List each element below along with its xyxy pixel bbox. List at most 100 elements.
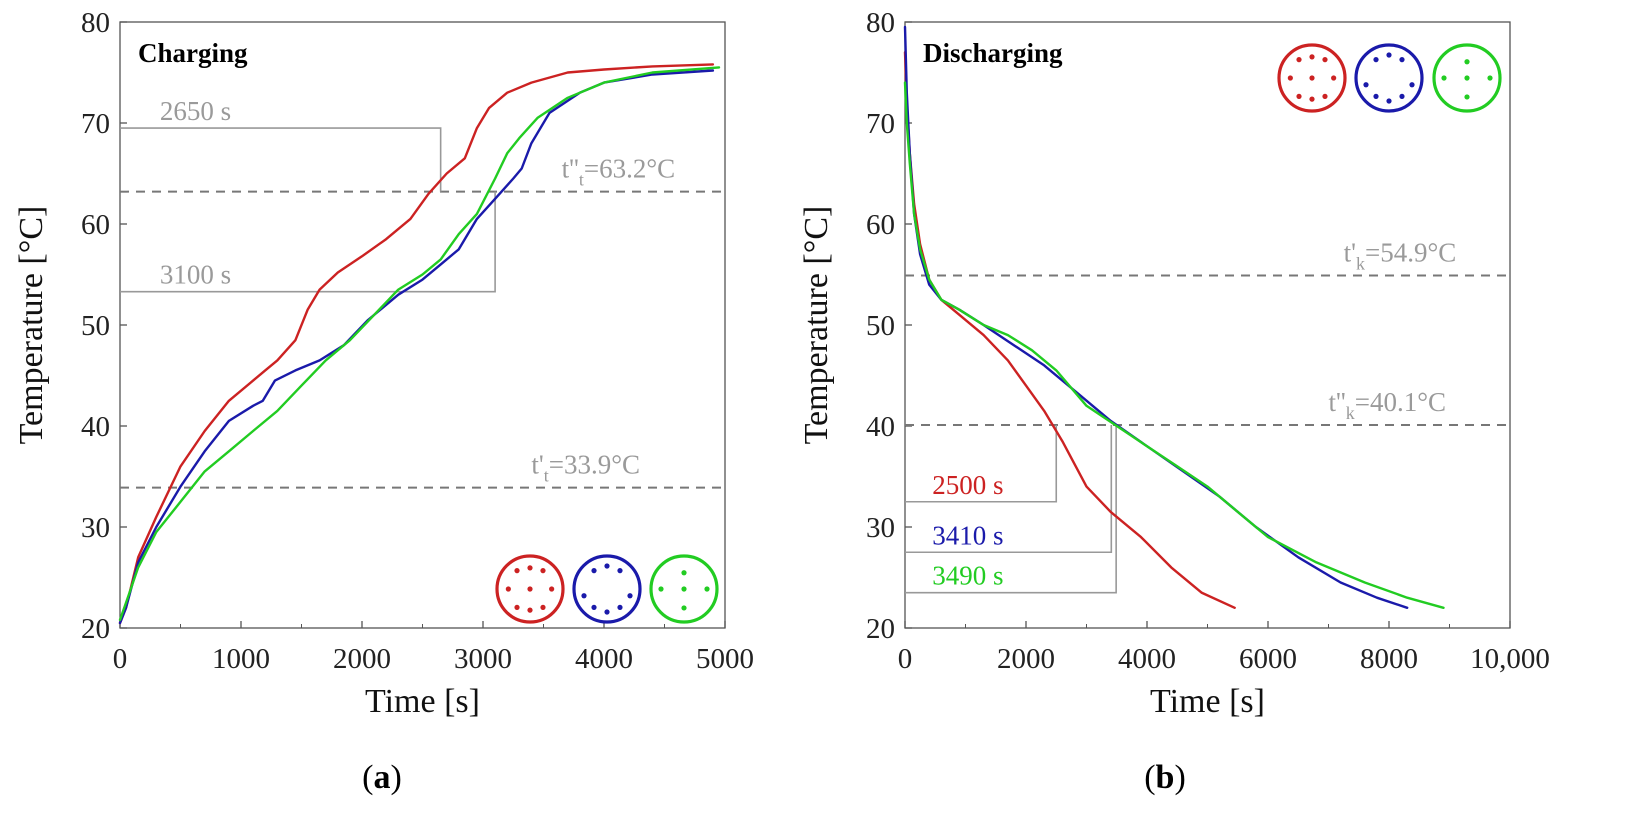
ref-label-main: t' — [531, 450, 543, 480]
time-marker-bracket — [120, 127, 442, 192]
legend-dot — [527, 586, 533, 592]
legend-symbol — [1277, 43, 1347, 113]
ref-label-sub: k — [1346, 403, 1355, 423]
legend-dot — [514, 567, 520, 574]
y-axis-title: Temperature [°C] — [798, 206, 835, 445]
y-tick-label: 20 — [81, 613, 110, 645]
x-tick-label: 5000 — [696, 643, 754, 675]
legend-dot — [527, 565, 533, 571]
y-tick-label: 60 — [81, 209, 110, 241]
ref-label-value: =33.9°C — [549, 450, 640, 480]
legend-symbol — [649, 554, 719, 624]
legend-dot — [681, 586, 687, 592]
legend-dot — [581, 593, 587, 599]
y-tick-label: 30 — [81, 512, 110, 544]
legend-dot — [658, 586, 664, 592]
legend-dot — [1287, 75, 1293, 81]
series-line — [903, 81, 1445, 609]
legend-dot — [704, 586, 710, 592]
time-marker-bracket — [905, 424, 1113, 554]
panel-caption: (a) — [362, 759, 402, 796]
time-marker-bracket — [905, 424, 1117, 594]
legend-dot — [681, 570, 687, 576]
legend-symbol — [495, 554, 565, 624]
reference-line-label: t''k=40.1°C — [1329, 387, 1447, 423]
x-tick-label: 4000 — [1118, 643, 1176, 675]
legend-ring — [649, 554, 719, 624]
legend-dot — [527, 607, 533, 613]
legend-dot — [591, 604, 597, 611]
legend-dot — [1322, 56, 1328, 63]
legend-dot — [617, 567, 623, 574]
ref-label-value: =54.9°C — [1365, 238, 1456, 268]
reference-line-label: t't=33.9°C — [531, 450, 640, 486]
legend-symbol — [1432, 43, 1502, 113]
time-marker-label: 3490 s — [932, 561, 1003, 591]
time-marker-label: 3100 s — [160, 260, 231, 290]
legend-dot — [1296, 56, 1302, 63]
x-tick-label: 3000 — [454, 643, 512, 675]
legend-ring — [1432, 43, 1502, 113]
legend-dot — [604, 609, 610, 615]
legend-dot — [681, 605, 687, 611]
legend-ring — [1277, 43, 1347, 113]
legend-dot — [1386, 98, 1392, 104]
time-marker-label: 3410 s — [932, 520, 1003, 550]
x-tick-label: 0 — [898, 643, 913, 675]
legend-dot — [1309, 96, 1315, 102]
y-tick-label: 40 — [81, 411, 110, 443]
panel-caption: (b) — [1144, 759, 1186, 796]
panel-title: Charging — [138, 38, 248, 68]
legend-dot — [1309, 75, 1315, 81]
ref-label-sub: k — [1356, 254, 1365, 274]
ref-label-sub: t — [579, 170, 584, 190]
series-line — [118, 63, 715, 625]
y-tick-label: 50 — [866, 310, 895, 342]
time-marker-label: 2650 s — [160, 96, 231, 126]
x-tick-label: 4000 — [575, 643, 633, 675]
y-tick-label: 40 — [866, 411, 895, 443]
time-marker-bracket — [120, 191, 496, 293]
legend-ring — [495, 554, 565, 624]
legend-dot — [1373, 56, 1379, 63]
time-marker-bracket — [905, 424, 1058, 503]
legend-symbol — [1354, 43, 1424, 113]
x-tick-label: 1000 — [212, 643, 270, 675]
caption-close-paren: ) — [1174, 759, 1185, 796]
legend-dot — [1464, 75, 1470, 81]
x-tick-label: 10,000 — [1470, 643, 1550, 675]
legend-symbol — [572, 554, 642, 624]
legend-dot — [1441, 75, 1447, 81]
y-tick-label: 50 — [81, 310, 110, 342]
legend-dot — [514, 604, 520, 611]
series-line — [118, 69, 715, 625]
legend-dot — [549, 586, 555, 592]
x-tick-label: 6000 — [1239, 643, 1297, 675]
legend-ring — [572, 554, 642, 624]
legend-dot — [505, 586, 511, 592]
ref-label-value: =63.2°C — [584, 154, 675, 184]
legend-dot — [1373, 93, 1379, 100]
caption-close-paren: ) — [391, 759, 402, 796]
legend-dot — [591, 567, 597, 574]
legend-dot — [1322, 93, 1328, 100]
ref-label-main: t'' — [562, 154, 579, 184]
caption-letter: a — [374, 759, 391, 796]
y-tick-label: 20 — [866, 613, 895, 645]
y-tick-label: 80 — [81, 7, 110, 39]
x-tick-label: 8000 — [1360, 643, 1418, 675]
panel-charging: 0 1000 2000 3000 4000 5000 20 30 40 50 60 70 80 Time … — [13, 7, 754, 796]
x-tick-label: 2000 — [333, 643, 391, 675]
y-tick-label: 30 — [866, 512, 895, 544]
legend-dot — [627, 593, 633, 599]
x-axis-title: Time [s] — [365, 683, 480, 720]
y-tick-label: 60 — [866, 209, 895, 241]
reference-line-label: t''t=63.2°C — [562, 154, 676, 190]
legend-dot — [1464, 94, 1470, 100]
legend-dot — [1487, 75, 1493, 81]
time-marker-label: 2500 s — [932, 470, 1003, 500]
y-tick-label: 70 — [866, 108, 895, 140]
legend-dot — [1309, 54, 1315, 60]
